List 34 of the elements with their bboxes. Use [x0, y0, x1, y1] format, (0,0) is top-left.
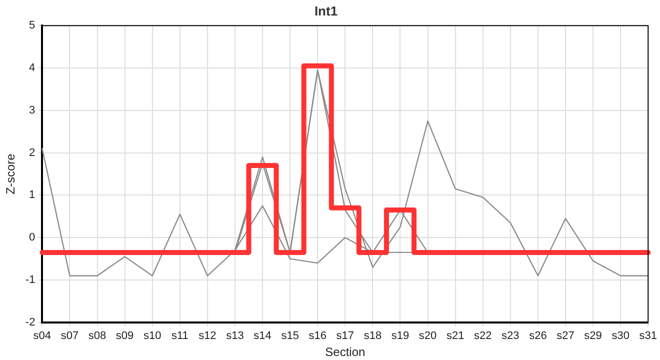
- y-tick-label: 2: [29, 146, 36, 159]
- x-tick-label: s11: [171, 330, 188, 342]
- x-tick-label: s26: [529, 330, 547, 342]
- x-tick-label: s08: [88, 330, 106, 342]
- x-tick-label: s07: [60, 330, 79, 342]
- y-axis-title: Z-score: [4, 153, 18, 194]
- x-tick-label: s12: [198, 330, 216, 342]
- x-axis-title: Section: [325, 345, 366, 360]
- y-tick-label: 4: [29, 62, 36, 74]
- x-tick-label: s17: [336, 330, 354, 342]
- x-tick-label: s16: [308, 330, 326, 342]
- x-tick-label: s21: [446, 330, 464, 342]
- y-tick-label: 3: [29, 104, 36, 116]
- x-tick-label: s04: [33, 330, 52, 342]
- x-tick-label: s29: [584, 330, 602, 342]
- x-tick-label: s22: [474, 330, 492, 342]
- x-tick-label: s30: [612, 330, 630, 342]
- x-tick-label: s20: [418, 330, 437, 342]
- x-tick-label: s10: [143, 330, 162, 342]
- y-tick-label: 5: [29, 20, 36, 32]
- x-tick-label: s19: [391, 330, 410, 342]
- x-tick-label: s18: [364, 330, 382, 342]
- x-tick-label: s14: [254, 330, 272, 342]
- y-tick-label: 0: [29, 232, 36, 244]
- x-tick-label: s09: [116, 330, 134, 342]
- chart-title: Int1: [314, 3, 338, 18]
- x-tick-label: s31: [639, 330, 658, 342]
- y-tick-label: 1: [29, 189, 36, 202]
- x-tick-label: s27: [556, 330, 574, 342]
- x-tick-label: s15: [281, 330, 299, 342]
- x-tick-label: s23: [502, 330, 520, 342]
- x-tick-label: s13: [226, 330, 244, 342]
- y-tick-label: -2: [25, 316, 36, 328]
- y-tick-label: -1: [25, 274, 36, 286]
